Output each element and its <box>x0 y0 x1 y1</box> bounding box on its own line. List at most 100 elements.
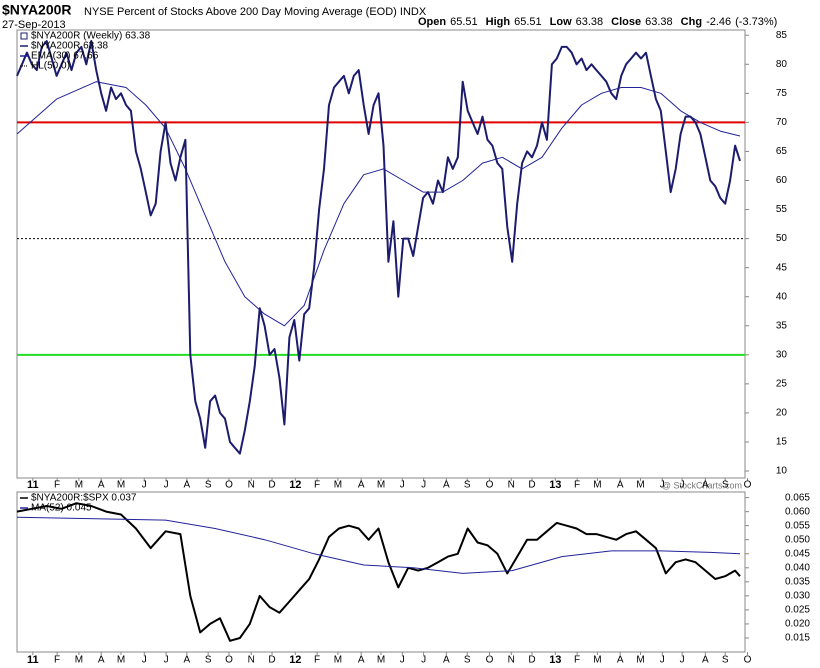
y-tick-label: 0.060 <box>785 506 810 517</box>
quote-value: 65.51 <box>450 16 478 28</box>
series-line <box>16 40 741 455</box>
legend-label: EMA(30) 67.66 <box>31 51 99 62</box>
x-tick-label: D <box>528 655 535 666</box>
y-tick-label: 75 <box>776 88 788 99</box>
y-tick-label: 0.035 <box>785 576 810 587</box>
x-tick-label: F <box>574 480 580 491</box>
quote-change-pct: (-3.73%) <box>735 16 777 28</box>
x-tick-label: D <box>268 655 275 666</box>
y-tick-label: 60 <box>776 175 788 186</box>
x-tick-label: A <box>98 655 105 666</box>
x-tick-label: J <box>142 480 147 491</box>
quote-value: -2.46 <box>706 16 731 28</box>
x-tick-label: F <box>574 655 580 666</box>
quote-label: Close <box>611 16 641 28</box>
x-tick-label: 12 <box>289 479 301 491</box>
x-tick-label: N <box>248 480 255 491</box>
x-tick-label: J <box>660 655 665 666</box>
x-tick-label: J <box>660 480 665 491</box>
x-tick-label: A <box>617 655 624 666</box>
y-tick-label: 70 <box>776 117 788 128</box>
y-tick-label: 0.020 <box>785 619 810 630</box>
x-tick-label: S <box>722 655 729 666</box>
x-tick-label: A <box>443 655 450 666</box>
y-tick-label: 85 <box>776 30 788 41</box>
x-tick-label: A <box>184 655 191 666</box>
x-tick-label: A <box>702 480 709 491</box>
x-tick-label: M <box>117 480 125 491</box>
y-tick-label: 0.025 <box>785 605 810 616</box>
x-tick-label: O <box>225 480 233 491</box>
x-tick-label: J <box>400 480 405 491</box>
x-tick-label: 13 <box>549 654 561 666</box>
x-tick-label: N <box>248 655 255 666</box>
series-line <box>16 81 741 327</box>
x-tick-label: A <box>184 480 191 491</box>
y-tick-label: 40 <box>776 291 788 302</box>
x-tick-label: A <box>358 655 365 666</box>
quote-label: Low <box>550 16 572 28</box>
source: @ StockCharts.com <box>662 480 742 490</box>
x-tick-label: O <box>486 480 494 491</box>
quote-label: High <box>486 16 511 28</box>
y-tick-label: 0.050 <box>785 534 810 545</box>
y-tick-label: 10 <box>776 466 788 477</box>
x-tick-label: F <box>314 480 320 491</box>
chart-title: NYSE Percent of Stocks Above 200 Day Mov… <box>84 6 427 18</box>
x-tick-label: J <box>164 655 169 666</box>
x-tick-label: M <box>75 655 83 666</box>
x-tick-label: A <box>617 480 624 491</box>
legend-label: HL(50.0) <box>31 61 70 72</box>
x-tick-label: 11 <box>27 654 39 666</box>
x-tick-label: F <box>54 655 60 666</box>
x-tick-label: J <box>421 655 426 666</box>
x-tick-label: J <box>680 480 685 491</box>
y-tick-label: 0.055 <box>785 520 810 531</box>
quote-value: 63.38 <box>645 16 673 28</box>
x-tick-label: J <box>680 655 685 666</box>
y-tick-label: 45 <box>776 262 788 273</box>
x-tick-label: 12 <box>289 654 301 666</box>
x-tick-label: J <box>400 655 405 666</box>
x-tick-label: D <box>268 480 275 491</box>
x-tick-label: M <box>334 655 342 666</box>
x-tick-label: M <box>636 655 644 666</box>
x-tick-label: J <box>164 480 169 491</box>
y-tick-label: 0.040 <box>785 562 810 573</box>
x-tick-label: D <box>528 480 535 491</box>
y-tick-label: 0.030 <box>785 591 810 602</box>
x-tick-label: M <box>636 480 644 491</box>
x-tick-label: S <box>464 480 471 491</box>
x-tick-label: S <box>205 655 212 666</box>
x-tick-label: N <box>508 655 515 666</box>
x-tick-label: 11 <box>27 479 39 491</box>
x-tick-label: M <box>75 480 83 491</box>
x-tick-label: S <box>722 480 729 491</box>
x-tick-label: J <box>421 480 426 491</box>
x-tick-label: O <box>225 655 233 666</box>
x-tick-label: O <box>486 655 494 666</box>
y-tick-label: 0.065 <box>785 492 810 503</box>
quote-label: Open <box>418 16 446 28</box>
x-tick-label: M <box>377 480 385 491</box>
x-tick-label: M <box>334 480 342 491</box>
quote-value: 65.51 <box>514 16 542 28</box>
x-tick-label: J <box>142 655 147 666</box>
x-tick-label: O <box>744 655 752 666</box>
quote-value: 63.38 <box>576 16 604 28</box>
y-tick-label: 50 <box>776 233 788 244</box>
quote-label: Chg <box>681 16 702 28</box>
x-tick-label: F <box>314 655 320 666</box>
x-tick-label: O <box>744 480 752 491</box>
legend-title: $NYA200R (Weekly) 63.38 <box>31 31 151 42</box>
y-tick-label: 20 <box>776 408 788 419</box>
x-tick-label: A <box>358 480 365 491</box>
date: 27-Sep-2013 <box>2 19 66 31</box>
y-tick-label: 80 <box>776 59 788 70</box>
x-tick-label: M <box>593 480 601 491</box>
x-tick-label: 13 <box>549 479 561 491</box>
y-tick-label: 65 <box>776 146 788 157</box>
legend-label: $NYA200R 63.38 <box>31 41 109 52</box>
